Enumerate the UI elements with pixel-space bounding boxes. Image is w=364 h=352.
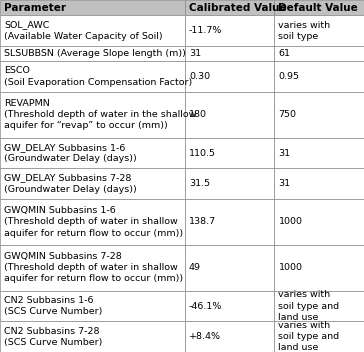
Bar: [274, 15, 364, 46]
Bar: [0, 138, 185, 168]
Bar: [0, 15, 185, 46]
Text: varies with
soil type and
land use: varies with soil type and land use: [278, 290, 340, 322]
Bar: [185, 92, 274, 138]
Text: 49: 49: [189, 263, 201, 272]
Text: Calibrated Value: Calibrated Value: [189, 3, 286, 13]
Bar: [0, 168, 185, 199]
Text: Parameter: Parameter: [4, 3, 66, 13]
Text: 31: 31: [278, 179, 290, 188]
Text: 0.95: 0.95: [278, 72, 300, 81]
Text: GWQMIN Subbasins 7-28
(Threshold depth of water in shallow
aquifer for return fl: GWQMIN Subbasins 7-28 (Threshold depth o…: [4, 252, 183, 283]
Bar: [0, 199, 185, 245]
Bar: [185, 199, 274, 245]
Text: CN2 Subbasins 1-6
(SCS Curve Number): CN2 Subbasins 1-6 (SCS Curve Number): [4, 296, 102, 316]
Bar: [185, 15, 274, 46]
Text: Default Value: Default Value: [278, 3, 358, 13]
Bar: [274, 291, 364, 321]
Text: -46.1%: -46.1%: [189, 302, 222, 310]
Text: GW_DELAY Subbasins 1-6
(Groundwater Delay (days)): GW_DELAY Subbasins 1-6 (Groundwater Dela…: [4, 143, 137, 163]
Bar: [274, 92, 364, 138]
Bar: [185, 61, 274, 92]
Text: 1000: 1000: [278, 263, 302, 272]
Bar: [274, 61, 364, 92]
Text: varies with
soil type: varies with soil type: [278, 20, 331, 41]
Bar: [0, 245, 185, 291]
Text: GWQMIN Subbasins 1-6
(Threshold depth of water in shallow
aquifer for return flo: GWQMIN Subbasins 1-6 (Threshold depth of…: [4, 206, 183, 238]
Bar: [274, 168, 364, 199]
Text: 110.5: 110.5: [189, 149, 216, 158]
Bar: [185, 168, 274, 199]
Text: varies with
soil type and
land use: varies with soil type and land use: [278, 321, 340, 352]
Bar: [0, 321, 185, 352]
Bar: [274, 199, 364, 245]
Text: CN2 Subbasins 7-28
(SCS Curve Number): CN2 Subbasins 7-28 (SCS Curve Number): [4, 327, 102, 347]
Bar: [185, 291, 274, 321]
Bar: [0, 61, 185, 92]
Text: 1000: 1000: [278, 218, 302, 226]
Text: 138.7: 138.7: [189, 218, 216, 226]
Text: +8.4%: +8.4%: [189, 332, 221, 341]
Bar: [274, 138, 364, 168]
Text: ESCO
(Soil Evaporation Compensation Factor): ESCO (Soil Evaporation Compensation Fact…: [4, 67, 192, 87]
Text: REVAPMN
(Threshold depth of water in the shallow
aquifer for “revap” to occur (m: REVAPMN (Threshold depth of water in the…: [4, 99, 196, 130]
Bar: [274, 0, 364, 15]
Text: 61: 61: [278, 49, 290, 58]
Bar: [0, 92, 185, 138]
Text: GW_DELAY Subbasins 7-28
(Groundwater Delay (days)): GW_DELAY Subbasins 7-28 (Groundwater Del…: [4, 174, 137, 194]
Bar: [0, 46, 185, 61]
Text: SOL_AWC
(Available Water Capacity of Soil): SOL_AWC (Available Water Capacity of Soi…: [4, 20, 163, 41]
Text: 180: 180: [189, 110, 207, 119]
Bar: [274, 46, 364, 61]
Bar: [185, 0, 274, 15]
Bar: [274, 321, 364, 352]
Text: -11.7%: -11.7%: [189, 26, 222, 35]
Bar: [274, 245, 364, 291]
Bar: [185, 138, 274, 168]
Bar: [0, 0, 185, 15]
Text: 31: 31: [189, 49, 201, 58]
Text: 31: 31: [278, 149, 290, 158]
Text: SLSUBBSN (Average Slope length (m)): SLSUBBSN (Average Slope length (m)): [4, 49, 186, 58]
Text: 750: 750: [278, 110, 296, 119]
Bar: [185, 46, 274, 61]
Bar: [0, 291, 185, 321]
Bar: [185, 321, 274, 352]
Text: 0.30: 0.30: [189, 72, 210, 81]
Text: 31.5: 31.5: [189, 179, 210, 188]
Bar: [185, 245, 274, 291]
